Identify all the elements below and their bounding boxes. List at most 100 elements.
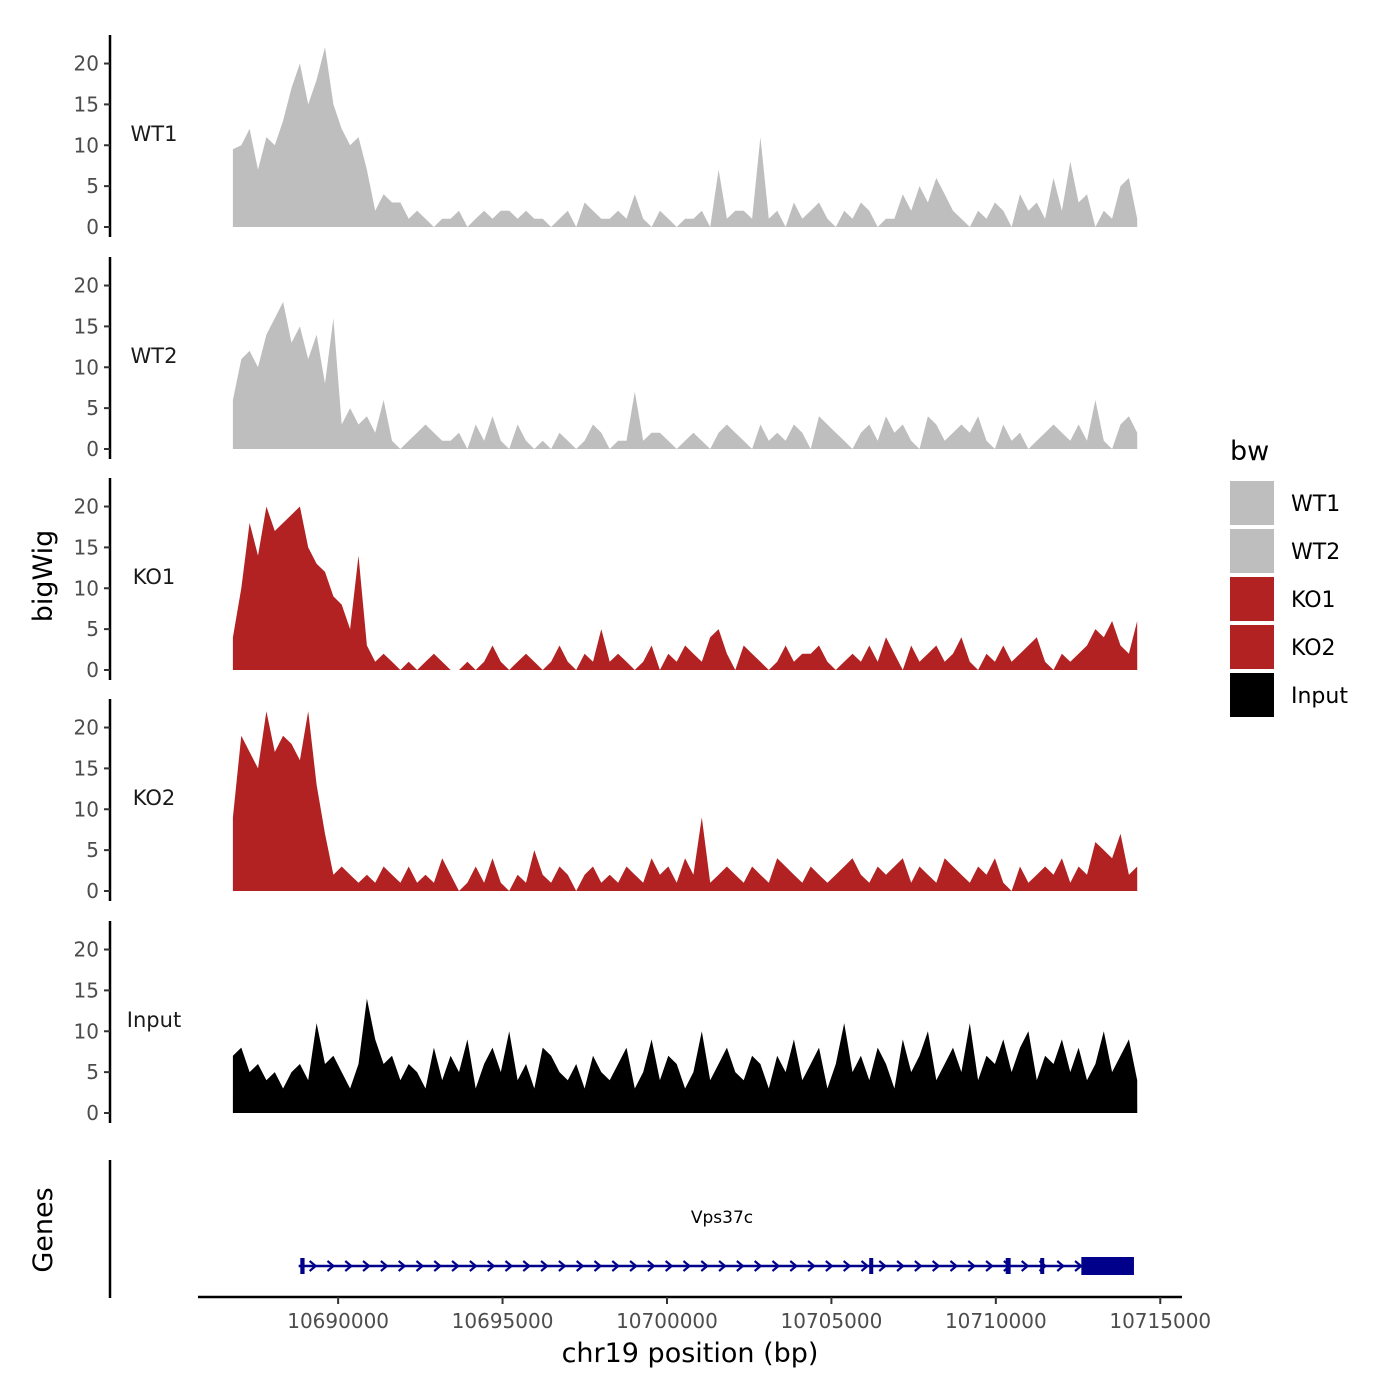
genes-track: Genes Vps37c <box>28 1160 1134 1298</box>
y-tick-label: 20 <box>74 495 99 519</box>
y-tick-label: 15 <box>74 92 99 116</box>
legend-label-ko1: KO1 <box>1291 588 1336 613</box>
strand-arrow <box>771 1260 781 1272</box>
y-tick-label: 0 <box>86 215 99 239</box>
x-axis-title: chr19 position (bp) <box>562 1338 819 1369</box>
y-tick-label: 5 <box>86 174 99 198</box>
strand-arrow <box>397 1260 407 1272</box>
strand-arrow <box>878 1260 887 1272</box>
y-tick-label: 5 <box>86 838 99 862</box>
y-tick-label: 20 <box>74 52 99 76</box>
genes-track-label: Genes <box>28 1187 59 1272</box>
strand-arrow <box>985 1260 994 1272</box>
strand-arrow <box>380 1260 389 1272</box>
y-tick-label: 10 <box>74 576 99 600</box>
x-axis: chr19 position (bp) 10690000 10695000 1070… <box>198 1295 1211 1369</box>
y-axis-title: bigWig <box>28 530 59 623</box>
strand-arrow <box>700 1260 709 1272</box>
legend-title: bw <box>1230 436 1269 467</box>
strand-arrow <box>469 1260 478 1272</box>
strand-arrow <box>415 1260 425 1272</box>
signal-area-wt2 <box>232 301 1138 449</box>
y-tick-label: 0 <box>86 437 99 461</box>
y-tick-label: 0 <box>86 658 99 682</box>
signal-area-ko2 <box>232 711 1138 891</box>
strand-arrow <box>575 1260 585 1272</box>
x-tick-label: 10700000 <box>616 1309 718 1333</box>
gene-exon <box>1081 1257 1134 1275</box>
strand-arrow <box>611 1260 620 1272</box>
legend-key-input <box>1230 673 1274 717</box>
track-label-wt2: WT2 <box>131 344 178 368</box>
y-tick-label: 5 <box>86 617 99 641</box>
strand-arrow <box>451 1260 460 1272</box>
strand-arrow <box>967 1260 976 1272</box>
x-tick-label: 10715000 <box>1109 1309 1211 1333</box>
panel-ko2: 0 5 10 15 20 KO2 <box>74 699 1138 903</box>
y-tick-label: 15 <box>74 535 99 559</box>
track-label-ko2: KO2 <box>133 786 176 810</box>
y-tick-label: 5 <box>86 1060 99 1084</box>
x-tick-label: 10705000 <box>781 1309 883 1333</box>
x-tick-label: 10710000 <box>945 1309 1047 1333</box>
gene-exon <box>1040 1258 1045 1274</box>
panel-wt1: 0 5 10 15 20 WT1 <box>74 35 1138 239</box>
strand-arrow <box>344 1260 353 1272</box>
strand-arrow <box>486 1260 496 1272</box>
y-tick-label: 10 <box>74 355 99 379</box>
strand-arrow <box>540 1260 549 1272</box>
gene-exon <box>300 1258 305 1274</box>
gene-exon <box>869 1258 874 1274</box>
strand-arrow <box>860 1260 870 1272</box>
strand-arrow <box>914 1260 923 1272</box>
strand-arrow <box>718 1260 727 1272</box>
y-tick-label: 0 <box>86 1101 99 1125</box>
strand-arrow <box>433 1260 442 1272</box>
strand-arrow <box>647 1260 656 1272</box>
signal-panels: 0 5 10 15 20 WT1 0 5 10 15 20 WT2 0 5 10 15 20 KO1 0 5 10 15 2… <box>74 35 1138 1125</box>
panel-ko1: 0 5 10 15 20 KO1 <box>74 478 1138 682</box>
strand-arrow <box>326 1260 336 1272</box>
strand-arrow <box>789 1260 798 1272</box>
strand-arrow <box>896 1260 905 1272</box>
signal-area-input <box>232 998 1138 1113</box>
track-label-input: Input <box>127 1008 181 1032</box>
y-tick-label: 15 <box>74 756 99 780</box>
strand-arrow <box>664 1260 674 1272</box>
strand-arrow <box>308 1260 318 1272</box>
panel-wt2: 0 5 10 15 20 WT2 <box>74 257 1138 461</box>
legend-label-input: Input <box>1291 684 1348 709</box>
y-tick-label: 20 <box>74 274 99 298</box>
strand-arrow <box>736 1260 745 1272</box>
y-tick-label: 20 <box>74 716 99 740</box>
signal-area-wt1 <box>232 47 1138 228</box>
legend-key-ko1 <box>1230 577 1274 621</box>
strand-arrow <box>362 1260 371 1272</box>
y-tick-label: 20 <box>74 938 99 962</box>
strand-arrow <box>842 1260 852 1272</box>
strand-arrow <box>807 1260 816 1272</box>
y-tick-label: 5 <box>86 396 99 420</box>
strand-arrow <box>949 1260 959 1272</box>
signal-area-ko1 <box>232 506 1138 670</box>
strand-arrow <box>558 1260 567 1272</box>
legend-key-wt2 <box>1230 529 1274 573</box>
strand-arrow <box>682 1260 692 1272</box>
legend-label-wt2: WT2 <box>1291 540 1340 565</box>
strand-arrow <box>1074 1260 1083 1272</box>
y-tick-label: 10 <box>74 133 99 157</box>
legend-key-wt1 <box>1230 481 1274 525</box>
strand-arrow <box>629 1260 638 1272</box>
track-label-wt1: WT1 <box>131 122 178 146</box>
strand-arrow <box>825 1260 834 1272</box>
strand-arrow <box>504 1260 514 1272</box>
strand-arrow <box>931 1260 941 1272</box>
y-tick-label: 0 <box>86 879 99 903</box>
y-tick-label: 10 <box>74 1019 99 1043</box>
panel-input: 0 5 10 15 20 Input <box>74 921 1138 1125</box>
gene-name-label: Vps37c <box>691 1208 753 1228</box>
gene-exon <box>1005 1258 1011 1274</box>
y-tick-label: 15 <box>74 314 99 338</box>
legend-label-wt1: WT1 <box>1291 492 1340 517</box>
